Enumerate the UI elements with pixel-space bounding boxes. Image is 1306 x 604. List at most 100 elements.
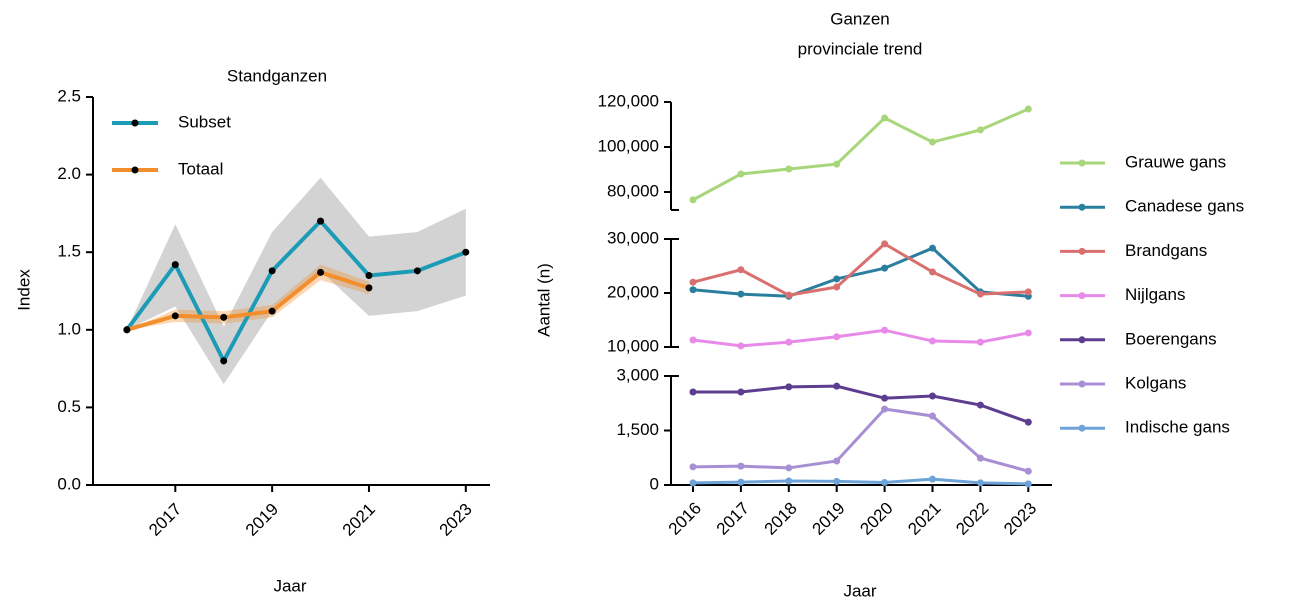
y-tick-label: 0 bbox=[650, 474, 659, 493]
point bbox=[785, 464, 793, 472]
y-tick-label: 0.5 bbox=[57, 397, 81, 416]
line bbox=[692, 328, 1029, 348]
point bbox=[929, 475, 936, 483]
point bbox=[976, 401, 984, 409]
x-tick-label: 2017 bbox=[145, 500, 185, 540]
chart-title: Ganzen bbox=[830, 9, 890, 28]
point bbox=[833, 477, 841, 485]
point bbox=[785, 165, 793, 173]
legend-marker bbox=[1078, 247, 1086, 255]
legend-label: Indische gans bbox=[1125, 418, 1230, 437]
y-tick-label: 1.0 bbox=[57, 319, 81, 338]
y-tick-label: 120,000 bbox=[598, 91, 659, 110]
point bbox=[785, 291, 793, 299]
legend-label: Nijlgans bbox=[1125, 285, 1185, 304]
y-tick-label: 30,000 bbox=[607, 228, 659, 247]
x-tick-label: 2017 bbox=[713, 499, 753, 539]
point bbox=[413, 267, 421, 275]
y-tick-label: 10,000 bbox=[607, 336, 659, 355]
point bbox=[833, 382, 841, 390]
point bbox=[1024, 288, 1032, 296]
chart-subtitle: provinciale trend bbox=[798, 39, 923, 58]
point bbox=[881, 240, 889, 248]
line bbox=[692, 477, 1029, 486]
point bbox=[881, 114, 889, 122]
x-tick-label: 2023 bbox=[1000, 499, 1040, 539]
point bbox=[976, 454, 984, 462]
point bbox=[171, 312, 179, 320]
point bbox=[929, 392, 936, 400]
point bbox=[737, 388, 745, 396]
legend-marker bbox=[131, 166, 139, 174]
x-tick-label: 2021 bbox=[904, 499, 944, 539]
legend-marker bbox=[1078, 159, 1086, 167]
x-tick-label: 2023 bbox=[436, 500, 476, 540]
legend-label: Boerengans bbox=[1125, 329, 1217, 348]
y-tick-label: 0.0 bbox=[57, 474, 81, 493]
y-axis-label: Index bbox=[14, 269, 33, 311]
legend-label: Canadese gans bbox=[1125, 197, 1244, 216]
point bbox=[785, 383, 793, 391]
x-axis-label: Jaar bbox=[843, 581, 876, 600]
point bbox=[737, 462, 745, 470]
point bbox=[833, 457, 841, 465]
legend-marker bbox=[131, 119, 139, 127]
y-tick-label: 1,500 bbox=[616, 420, 659, 439]
point bbox=[737, 342, 745, 350]
point bbox=[976, 338, 984, 346]
point bbox=[881, 326, 889, 334]
point bbox=[737, 478, 745, 486]
line bbox=[126, 270, 370, 332]
x-tick-label: 2019 bbox=[242, 500, 282, 540]
point bbox=[929, 138, 936, 146]
legend-label: Totaal bbox=[178, 159, 223, 178]
point bbox=[833, 160, 841, 168]
x-tick-label: 2019 bbox=[809, 499, 849, 539]
point bbox=[220, 357, 228, 365]
point bbox=[689, 196, 697, 204]
point bbox=[317, 217, 325, 225]
x-tick-label: 2018 bbox=[761, 499, 801, 539]
point bbox=[689, 336, 697, 344]
point bbox=[1024, 329, 1032, 337]
point bbox=[689, 388, 697, 396]
point bbox=[785, 477, 793, 485]
point bbox=[737, 170, 745, 178]
point bbox=[365, 271, 373, 279]
point bbox=[220, 313, 228, 321]
chart-title: Standganzen bbox=[227, 66, 327, 85]
point bbox=[171, 261, 179, 269]
legend-marker bbox=[1078, 292, 1086, 300]
point bbox=[1024, 105, 1032, 113]
line bbox=[692, 407, 1029, 473]
confidence-band bbox=[126, 177, 466, 385]
y-axis-label: Aantal (n) bbox=[534, 263, 553, 337]
y-tick-label: 3,000 bbox=[616, 365, 659, 384]
legend-marker bbox=[1078, 424, 1086, 432]
point bbox=[881, 478, 889, 486]
line bbox=[125, 218, 467, 366]
point bbox=[1024, 467, 1032, 475]
legend-marker bbox=[1078, 380, 1086, 388]
point bbox=[462, 248, 470, 256]
point bbox=[833, 283, 841, 291]
y-tick-label: 100,000 bbox=[598, 136, 659, 155]
line bbox=[692, 242, 1029, 297]
y-tick-label: 2.5 bbox=[57, 86, 81, 105]
y-tick-label: 20,000 bbox=[607, 282, 659, 301]
x-tick-label: 2016 bbox=[665, 499, 705, 539]
line bbox=[693, 384, 1029, 424]
point bbox=[737, 290, 745, 298]
point bbox=[881, 394, 889, 402]
x-tick-label: 2022 bbox=[952, 499, 992, 539]
point bbox=[833, 333, 841, 341]
point bbox=[365, 284, 373, 292]
point bbox=[689, 286, 697, 294]
point bbox=[785, 338, 793, 346]
legend-label: Kolgans bbox=[1125, 373, 1186, 392]
point bbox=[1024, 418, 1032, 426]
y-tick-label: 80,000 bbox=[607, 181, 659, 200]
point bbox=[976, 290, 984, 298]
